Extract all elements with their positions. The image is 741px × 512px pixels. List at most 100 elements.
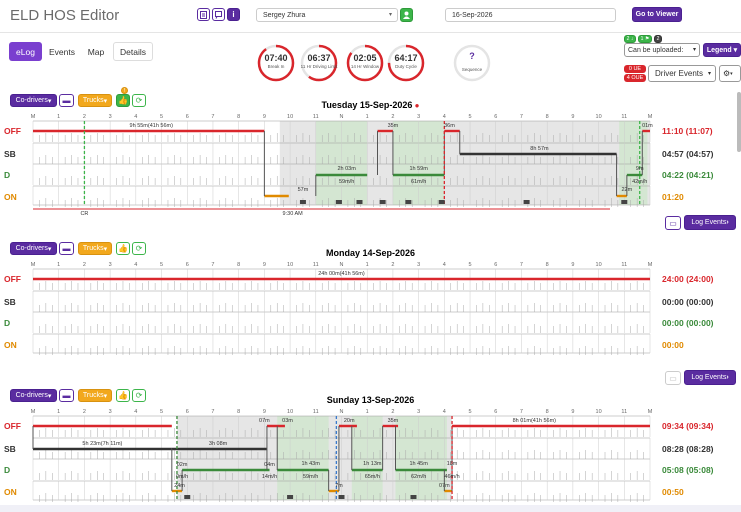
duration-annotation: 57m [298,187,309,193]
event-icon [405,200,411,204]
day-section: Co-drivers ▾ ▬ Trucks ▾ 👍 ⟳ Monday 14-Sep-202… [0,240,741,380]
tab-elog[interactable]: eLog [9,42,42,61]
event-icon [380,200,386,204]
hour-label: 7 [520,262,523,268]
hour-label: 2 [83,409,86,415]
gauge-ring [452,43,492,83]
hour-label: 8 [237,262,240,268]
hour-label: 9 [263,409,266,415]
document-icon-button[interactable] [197,8,210,21]
day-section: Co-drivers ▾ ▬ Trucks ▾ 👍 ⟳ Sunday 13-Sep-202… [0,387,741,512]
hour-label: 4 [134,409,137,415]
event-icon [336,200,342,204]
duration-annotation: 18m [447,461,458,467]
day-section: Co-drivers ▾ ▬ Trucks ▾ 👍 ⟳! Tuesday 15-Sep-2… [0,92,741,232]
log-events-button[interactable]: Log Events › [684,370,736,385]
hour-label: 4 [443,409,446,415]
duration-annotation: 46m/h [444,474,459,480]
event-icon [524,200,530,204]
driver-select[interactable]: Sergey Zhura ▾ [256,8,398,22]
gauge-label: Duty Cycle [386,64,426,69]
hour-label: 11 [313,262,319,268]
duration-annotation: 61m/h [411,179,426,185]
tab-details[interactable]: Details [113,42,153,61]
log-grid: M 1 2 3 4 5 6 7 8 9 10 11 N 1 2 3 4 5 6 7 8 9 10 11 M07m 03m 20m 35… [0,387,741,512]
comment-button[interactable]: ▭ [665,371,681,385]
duration-annotation: 59m/h [303,474,318,480]
duration-annotation: 8h 57m [530,146,549,152]
duration-annotation: 20m [344,418,355,424]
duration-annotation: 2h 03m [337,166,356,172]
hour-label: 6 [186,114,189,120]
upload-label: Can be uploaded: [628,47,683,54]
hour-label: 3 [417,409,420,415]
hour-label: M [31,114,36,120]
duration-annotation: 9h 55m(41h 56m) [130,123,174,129]
driver-name: Sergey Zhura [263,12,305,19]
gauge-label: Sequence [452,67,492,72]
driver-events-select[interactable]: Driver Events ▾ [648,65,716,82]
gauge-arc [259,46,293,80]
settings-dropdown[interactable]: ⚙ ▾ [719,65,741,82]
log-events-label: Log Events [691,219,726,226]
comment-icon [215,11,222,19]
hour-label: 10 [287,114,293,120]
hour-label: 1 [366,409,369,415]
hour-label: 9 [571,114,574,120]
comment-icon: ▭ [669,219,677,228]
gauge-value: 64:17 [386,53,426,63]
duration-annotation: 35m [388,418,399,424]
hour-label: 5 [469,262,472,268]
hour-label: 8 [546,409,549,415]
hour-label: 10 [287,262,293,268]
hour-label: N [340,114,344,120]
comment-button[interactable]: ▭ [665,216,681,230]
event-icon [356,200,362,204]
gauge-label: 14 Hr Window [345,64,385,69]
hour-label: 3 [109,409,112,415]
hour-label: 5 [160,262,163,268]
hour-label: 2 [391,409,394,415]
log-grid: M 1 2 3 4 5 6 7 8 9 10 11 N 1 2 3 4 5 6 7 8 9 10 11 M9h 55m(41h … [0,92,741,222]
duration-annotation: 07m [439,483,450,489]
hour-label: 8 [546,114,549,120]
chevron-right-icon: › [726,374,728,381]
duration-annotation: 1h 45m [409,461,428,467]
event-icon [439,200,445,204]
hour-label: 6 [494,114,497,120]
driver-profile-button[interactable] [400,8,413,22]
go-to-viewer-button[interactable]: Go to Viewer [632,7,682,22]
comment-icon-button[interactable] [212,8,225,21]
hour-label: 4 [134,114,137,120]
hour-label: 3 [417,114,420,120]
tab-map[interactable]: Map [81,42,111,61]
event-icon [300,200,306,204]
hour-label: 9 [263,262,266,268]
ue-badge: 0 UE [624,65,646,73]
hour-label: 10 [287,409,293,415]
date-input[interactable]: 16-Sep-2026 [445,8,616,22]
gauge-value: 02:05 [345,53,385,63]
duration-annotation: 36m [444,123,455,129]
duration-annotation: 02m [177,462,188,468]
duration-annotation: 07m [259,418,270,424]
log-events-button[interactable]: Log Events › [684,215,736,230]
hour-label: 5 [160,114,163,120]
gauge-value: ? [452,51,492,61]
user-icon [403,11,410,19]
header-divider [0,32,741,33]
hour-label: 3 [109,262,112,268]
info-button[interactable]: i [227,8,240,21]
event-icon [287,495,293,499]
tab-events[interactable]: Events [44,42,80,61]
hour-label: 1 [366,114,369,120]
hour-label: M [31,409,36,415]
legend-button[interactable]: Legend ▾ [703,43,741,57]
hour-label: 10 [596,409,602,415]
duration-annotation: 9:30 AM [283,211,304,217]
duration-annotation: 01m [642,123,653,129]
duration-annotation: 65m/h [365,474,380,480]
gauge-2: 02:05 14 Hr Window [345,43,385,83]
hour-label: 5 [160,409,163,415]
upload-select[interactable]: Can be uploaded: ▾ [624,43,700,57]
